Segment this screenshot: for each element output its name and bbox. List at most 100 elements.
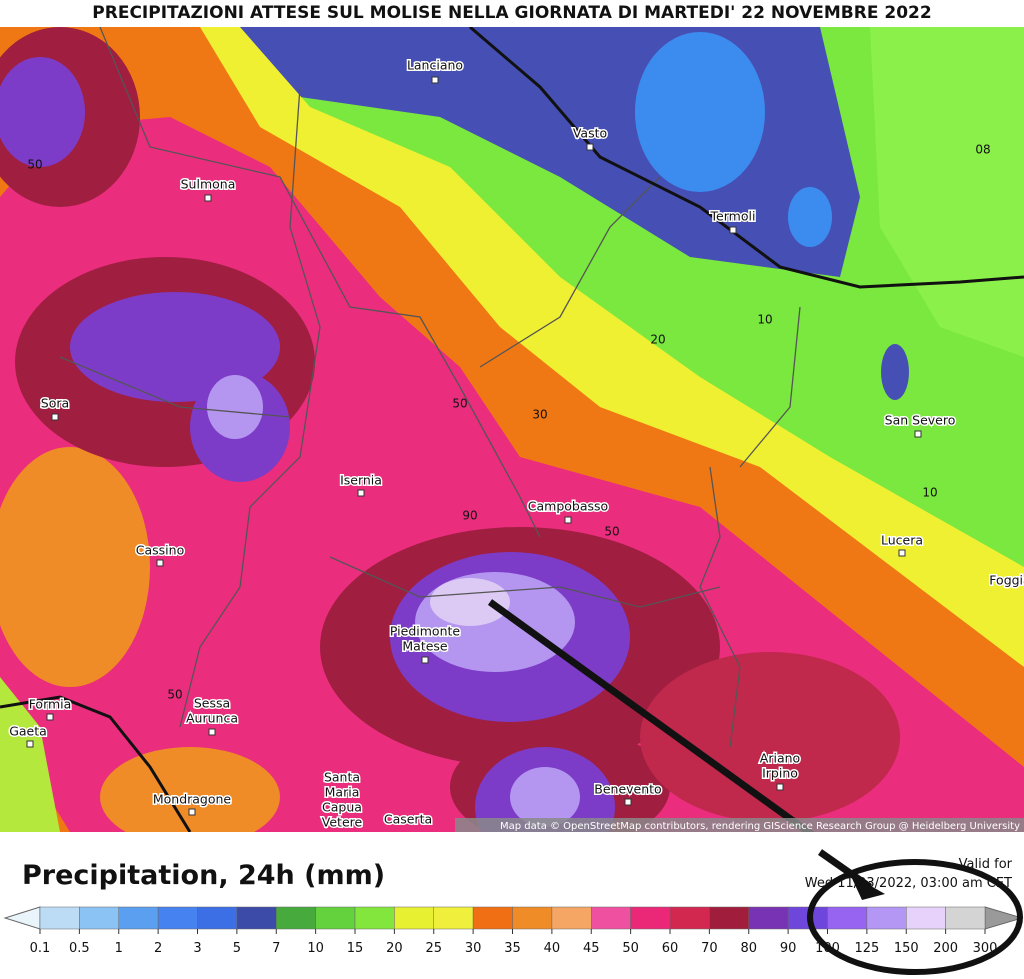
contour-label: 08 bbox=[975, 143, 990, 157]
contour-label: 50 bbox=[27, 158, 42, 172]
color-box bbox=[276, 906, 316, 930]
city-marker bbox=[776, 783, 784, 791]
legend-title: Precipitation, 24h (mm) bbox=[22, 860, 385, 891]
city-label: Capua bbox=[322, 800, 362, 815]
city-label: Isernia bbox=[340, 473, 382, 488]
level-label: 0.5 bbox=[69, 941, 90, 956]
color-box bbox=[197, 906, 238, 930]
level-label: 30 bbox=[465, 941, 482, 956]
contour-label: 50 bbox=[452, 397, 467, 411]
level-label: 0.1 bbox=[30, 941, 51, 956]
city-marker bbox=[156, 559, 164, 567]
level-label: 150 bbox=[894, 941, 919, 956]
color-box bbox=[669, 906, 710, 930]
city-label: Campobasso bbox=[528, 499, 608, 514]
color-box bbox=[709, 906, 749, 930]
contour-label: 90 bbox=[462, 509, 477, 523]
level-label: 1 bbox=[115, 941, 123, 956]
city-marker bbox=[586, 143, 594, 151]
city-label: Benevento bbox=[594, 782, 661, 797]
color-box bbox=[39, 906, 80, 930]
level-label: 70 bbox=[701, 941, 718, 956]
level-label: 25 bbox=[425, 941, 442, 956]
city-marker bbox=[204, 194, 212, 202]
color-box bbox=[945, 906, 986, 930]
level-label: 3 bbox=[193, 941, 201, 956]
level-label: 50 bbox=[622, 941, 639, 956]
city-label: Sora bbox=[41, 396, 69, 411]
contour-label: 30 bbox=[532, 408, 547, 422]
city-marker bbox=[188, 808, 196, 816]
city-label: Aurunca bbox=[186, 711, 238, 726]
city-marker bbox=[431, 76, 439, 84]
valid-time: Wed 11/23/2022, 03:00 am CET bbox=[805, 876, 1012, 891]
contour-label: 10 bbox=[757, 313, 772, 327]
level-label: 90 bbox=[780, 941, 797, 956]
precipitation-field bbox=[0, 27, 1024, 832]
attribution: Map data © OpenStreetMap contributors, r… bbox=[500, 821, 1020, 832]
city-label: Irpino bbox=[762, 766, 798, 781]
contour-label: 20 bbox=[650, 333, 665, 347]
city-label: Sessa bbox=[194, 696, 230, 711]
level-label: 20 bbox=[386, 941, 403, 956]
city-label: San Severo bbox=[885, 413, 956, 428]
color-box bbox=[354, 906, 395, 930]
level-label: 200 bbox=[933, 941, 958, 956]
city-marker bbox=[51, 413, 59, 421]
city-label: Mondragone bbox=[153, 792, 232, 807]
level-label: 5 bbox=[233, 941, 241, 956]
city-marker bbox=[898, 549, 906, 557]
city-label: Maria bbox=[325, 785, 360, 800]
level-label: 60 bbox=[662, 941, 679, 956]
contour-label: 50 bbox=[167, 688, 182, 702]
city-label: Matese bbox=[402, 639, 448, 654]
city-marker bbox=[46, 713, 54, 721]
city-label: Caserta bbox=[384, 812, 432, 827]
level-label: 35 bbox=[504, 941, 521, 956]
color-box bbox=[827, 906, 868, 930]
map: Lanciano Vasto Termoli Sulmona Sora Isernia Ca… bbox=[0, 27, 1024, 832]
color-box bbox=[394, 906, 434, 930]
level-label: 125 bbox=[854, 941, 879, 956]
level-label: 10 bbox=[307, 941, 324, 956]
color-box bbox=[118, 906, 159, 930]
city-label: Formia bbox=[29, 697, 72, 712]
color-box bbox=[433, 906, 474, 930]
level-label: 7 bbox=[272, 941, 280, 956]
city-label: Lucera bbox=[881, 533, 923, 548]
color-box bbox=[748, 906, 789, 930]
color-box bbox=[591, 906, 631, 930]
city-label: Sulmona bbox=[181, 177, 236, 192]
city-label: Cassino bbox=[136, 543, 184, 558]
color-box bbox=[236, 906, 277, 930]
title: PRECIPITAZIONI ATTESE SUL MOLISE NELLA G… bbox=[92, 3, 932, 23]
city-label: Santa bbox=[324, 770, 360, 785]
color-box bbox=[866, 906, 907, 930]
city-label: Gaeta bbox=[9, 724, 47, 739]
contour-label: 50 bbox=[604, 525, 619, 539]
city-label: Vasto bbox=[573, 126, 607, 141]
city-marker bbox=[421, 656, 429, 664]
color-box bbox=[79, 906, 119, 930]
city-marker bbox=[914, 430, 922, 438]
city-label: Termoli bbox=[710, 209, 756, 224]
city-marker bbox=[357, 489, 365, 497]
color-box bbox=[630, 906, 671, 930]
color-box bbox=[157, 906, 198, 930]
under-arrow bbox=[3, 906, 41, 930]
legend: Precipitation, 24h (mm) Valid for Wed 11… bbox=[3, 849, 1024, 975]
color-box bbox=[315, 906, 356, 930]
level-label: 45 bbox=[583, 941, 600, 956]
color-box bbox=[472, 906, 513, 930]
city-marker bbox=[624, 798, 632, 806]
city-marker bbox=[564, 516, 572, 524]
level-label: 2 bbox=[154, 941, 162, 956]
level-label: 80 bbox=[740, 941, 757, 956]
color-box bbox=[512, 906, 553, 930]
city-label: Lanciano bbox=[407, 58, 463, 73]
city-label: Ariano bbox=[760, 751, 800, 766]
city-label: Vetere bbox=[322, 815, 363, 830]
city-label: Foggia bbox=[989, 573, 1024, 588]
city-marker bbox=[729, 226, 737, 234]
